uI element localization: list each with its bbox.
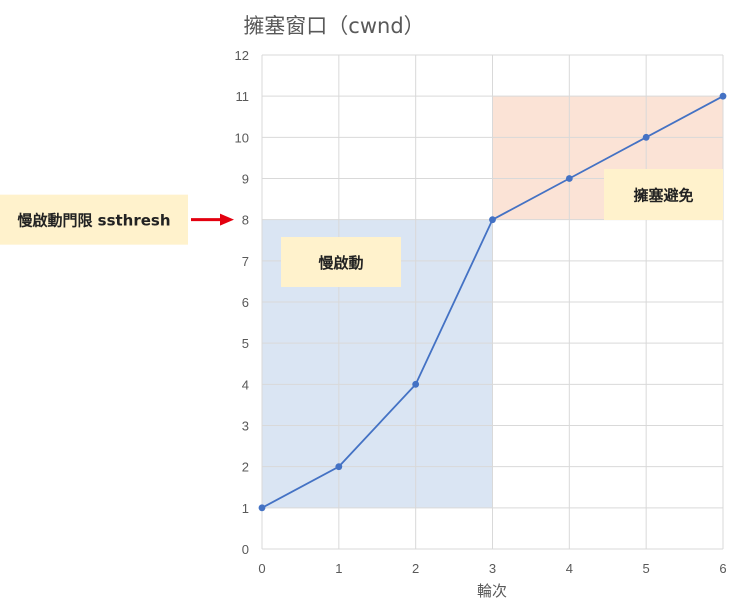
data-point <box>565 175 573 182</box>
y-tick-label: 7 <box>242 254 249 269</box>
y-tick-label: 6 <box>242 295 249 310</box>
chart-title: 擁塞窗口（cwnd） <box>243 14 424 38</box>
x-axis-label: 輪次 <box>477 582 507 600</box>
y-tick-label: 3 <box>242 419 249 434</box>
y-tick-label: 12 <box>235 48 249 63</box>
data-point <box>489 216 496 224</box>
y-tick-label: 10 <box>235 130 249 145</box>
data-point <box>258 504 266 512</box>
data-point <box>412 380 420 388</box>
y-tick-label: 8 <box>242 213 249 228</box>
y-tick-label: 2 <box>242 460 249 475</box>
x-tick-label: 5 <box>643 561 650 576</box>
data-point <box>642 133 650 141</box>
ssthresh-label-box <box>0 194 188 245</box>
data-point <box>719 92 727 100</box>
y-tick-label: 0 <box>242 542 249 557</box>
region-label-0: 慢啟動 <box>318 254 363 272</box>
y-tick-label: 1 <box>242 501 249 516</box>
x-tick-label: 0 <box>258 561 265 576</box>
x-tick-label: 3 <box>489 561 496 576</box>
x-tick-label: 1 <box>335 561 342 576</box>
region-label-box <box>604 169 723 220</box>
ssthresh-label: 慢啟動門限 ssthresh <box>17 212 170 230</box>
region-label-box <box>281 237 401 287</box>
y-tick-label: 11 <box>236 89 250 104</box>
data-point <box>335 463 343 471</box>
ssthresh-arrow-head <box>220 213 234 226</box>
y-tick-label: 5 <box>242 336 249 351</box>
region-label-1: 擁塞避免 <box>633 187 693 205</box>
x-tick-label: 4 <box>566 561 573 576</box>
y-tick-label: 4 <box>242 377 249 392</box>
x-tick-label: 2 <box>412 561 419 576</box>
y-tick-label: 9 <box>242 172 249 187</box>
x-tick-label: 6 <box>719 561 726 576</box>
